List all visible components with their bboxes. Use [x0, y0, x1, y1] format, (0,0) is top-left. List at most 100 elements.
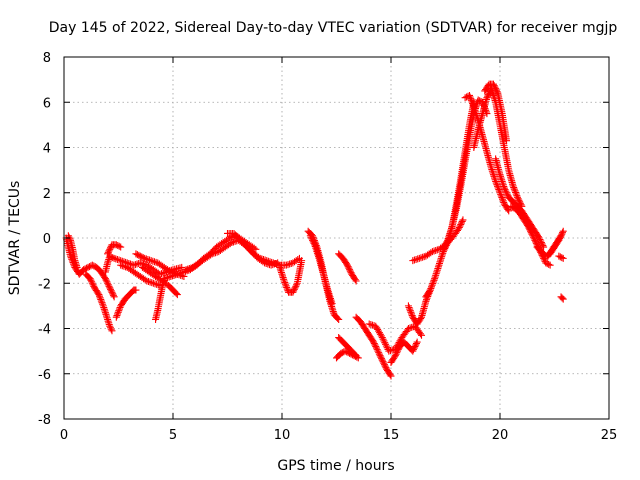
data-point: [501, 186, 509, 194]
data-point: [537, 237, 545, 245]
data-point: [530, 235, 538, 243]
data-point: [433, 246, 441, 254]
data-point: [417, 254, 425, 262]
data-point: [306, 232, 314, 240]
data-point: [490, 82, 498, 90]
data-point: [131, 261, 139, 269]
data-point: [388, 346, 396, 354]
x-tick-label: 20: [492, 428, 509, 443]
data-point: [492, 86, 500, 94]
data-point: [259, 255, 267, 263]
data-point: [280, 277, 288, 285]
data-point: [286, 260, 294, 268]
data-point: [142, 255, 150, 263]
data-point: [543, 260, 551, 268]
data-point: [73, 263, 81, 271]
data-point: [458, 217, 466, 225]
data-point: [294, 255, 302, 263]
data-point: [107, 244, 115, 252]
data-point: [465, 91, 473, 99]
data-point: [263, 257, 271, 265]
data-point: [173, 291, 181, 299]
series-arc-m: [224, 229, 303, 269]
data-point: [559, 254, 567, 262]
data-point: [290, 287, 298, 295]
data-point: [97, 297, 105, 305]
data-point: [160, 275, 168, 283]
data-point: [507, 202, 515, 210]
data-point: [135, 251, 143, 259]
x-tick-label: 10: [274, 428, 291, 443]
data-point: [392, 350, 400, 358]
data-point: [346, 266, 354, 274]
data-point: [372, 343, 380, 351]
data-point: [208, 250, 216, 258]
data-point: [168, 272, 176, 280]
y-tick-label: -6: [38, 368, 51, 383]
data-point: [108, 327, 116, 335]
data-point: [420, 253, 428, 261]
data-point: [410, 346, 418, 354]
data-point: [540, 243, 548, 251]
data-point: [378, 355, 386, 363]
data-point: [379, 335, 387, 343]
data-point: [343, 261, 351, 269]
data-point: [511, 187, 519, 195]
data-point: [141, 276, 149, 284]
data-point: [428, 281, 436, 289]
data-point: [526, 226, 534, 234]
data-point: [406, 307, 414, 315]
data-point: [153, 280, 161, 288]
data-point: [492, 85, 500, 93]
data-point: [178, 269, 186, 277]
data-point: [556, 233, 564, 241]
series-arc-ac: [481, 80, 511, 145]
data-point: [109, 291, 117, 299]
data-point: [537, 239, 545, 247]
data-point: [88, 278, 96, 286]
data-point: [496, 189, 504, 197]
data-point: [282, 282, 290, 290]
data-point: [516, 199, 524, 207]
data-point: [344, 263, 352, 271]
data-point: [497, 192, 505, 200]
data-point: [378, 356, 386, 364]
data-point: [101, 275, 109, 283]
data-point: [491, 83, 499, 91]
data-point: [309, 238, 317, 246]
series-arc-ah: [557, 293, 567, 303]
data-point: [88, 279, 96, 287]
series-arc-ad: [492, 155, 548, 251]
data-point: [136, 259, 144, 267]
data-point: [151, 280, 159, 288]
data-point: [386, 347, 394, 355]
data-point: [164, 274, 172, 282]
data-point: [426, 286, 434, 294]
data-point: [442, 239, 450, 247]
data-point: [105, 282, 113, 290]
data-point: [282, 261, 290, 269]
data-point: [367, 321, 375, 329]
data-point: [428, 248, 436, 256]
data-point: [457, 219, 465, 227]
data-point: [351, 351, 359, 359]
data-point: [483, 94, 491, 102]
data-point: [112, 241, 120, 249]
data-point: [528, 230, 536, 238]
data-point: [104, 250, 112, 258]
data-point: [144, 278, 152, 286]
chart-title: Day 145 of 2022, Sidereal Day-to-day VTE…: [49, 20, 618, 36]
data-point: [409, 257, 417, 265]
data-point: [90, 262, 98, 270]
series-arc-p: [306, 232, 336, 308]
data-point: [115, 307, 123, 315]
data-point: [165, 267, 173, 275]
series-arc-v: [387, 338, 421, 366]
x-tick-label: 5: [169, 428, 177, 443]
data-point: [266, 258, 274, 266]
data-point: [382, 340, 390, 348]
data-point: [152, 258, 160, 266]
data-point: [513, 193, 521, 201]
x-tick-label: 0: [60, 428, 68, 443]
data-point: [107, 285, 115, 293]
